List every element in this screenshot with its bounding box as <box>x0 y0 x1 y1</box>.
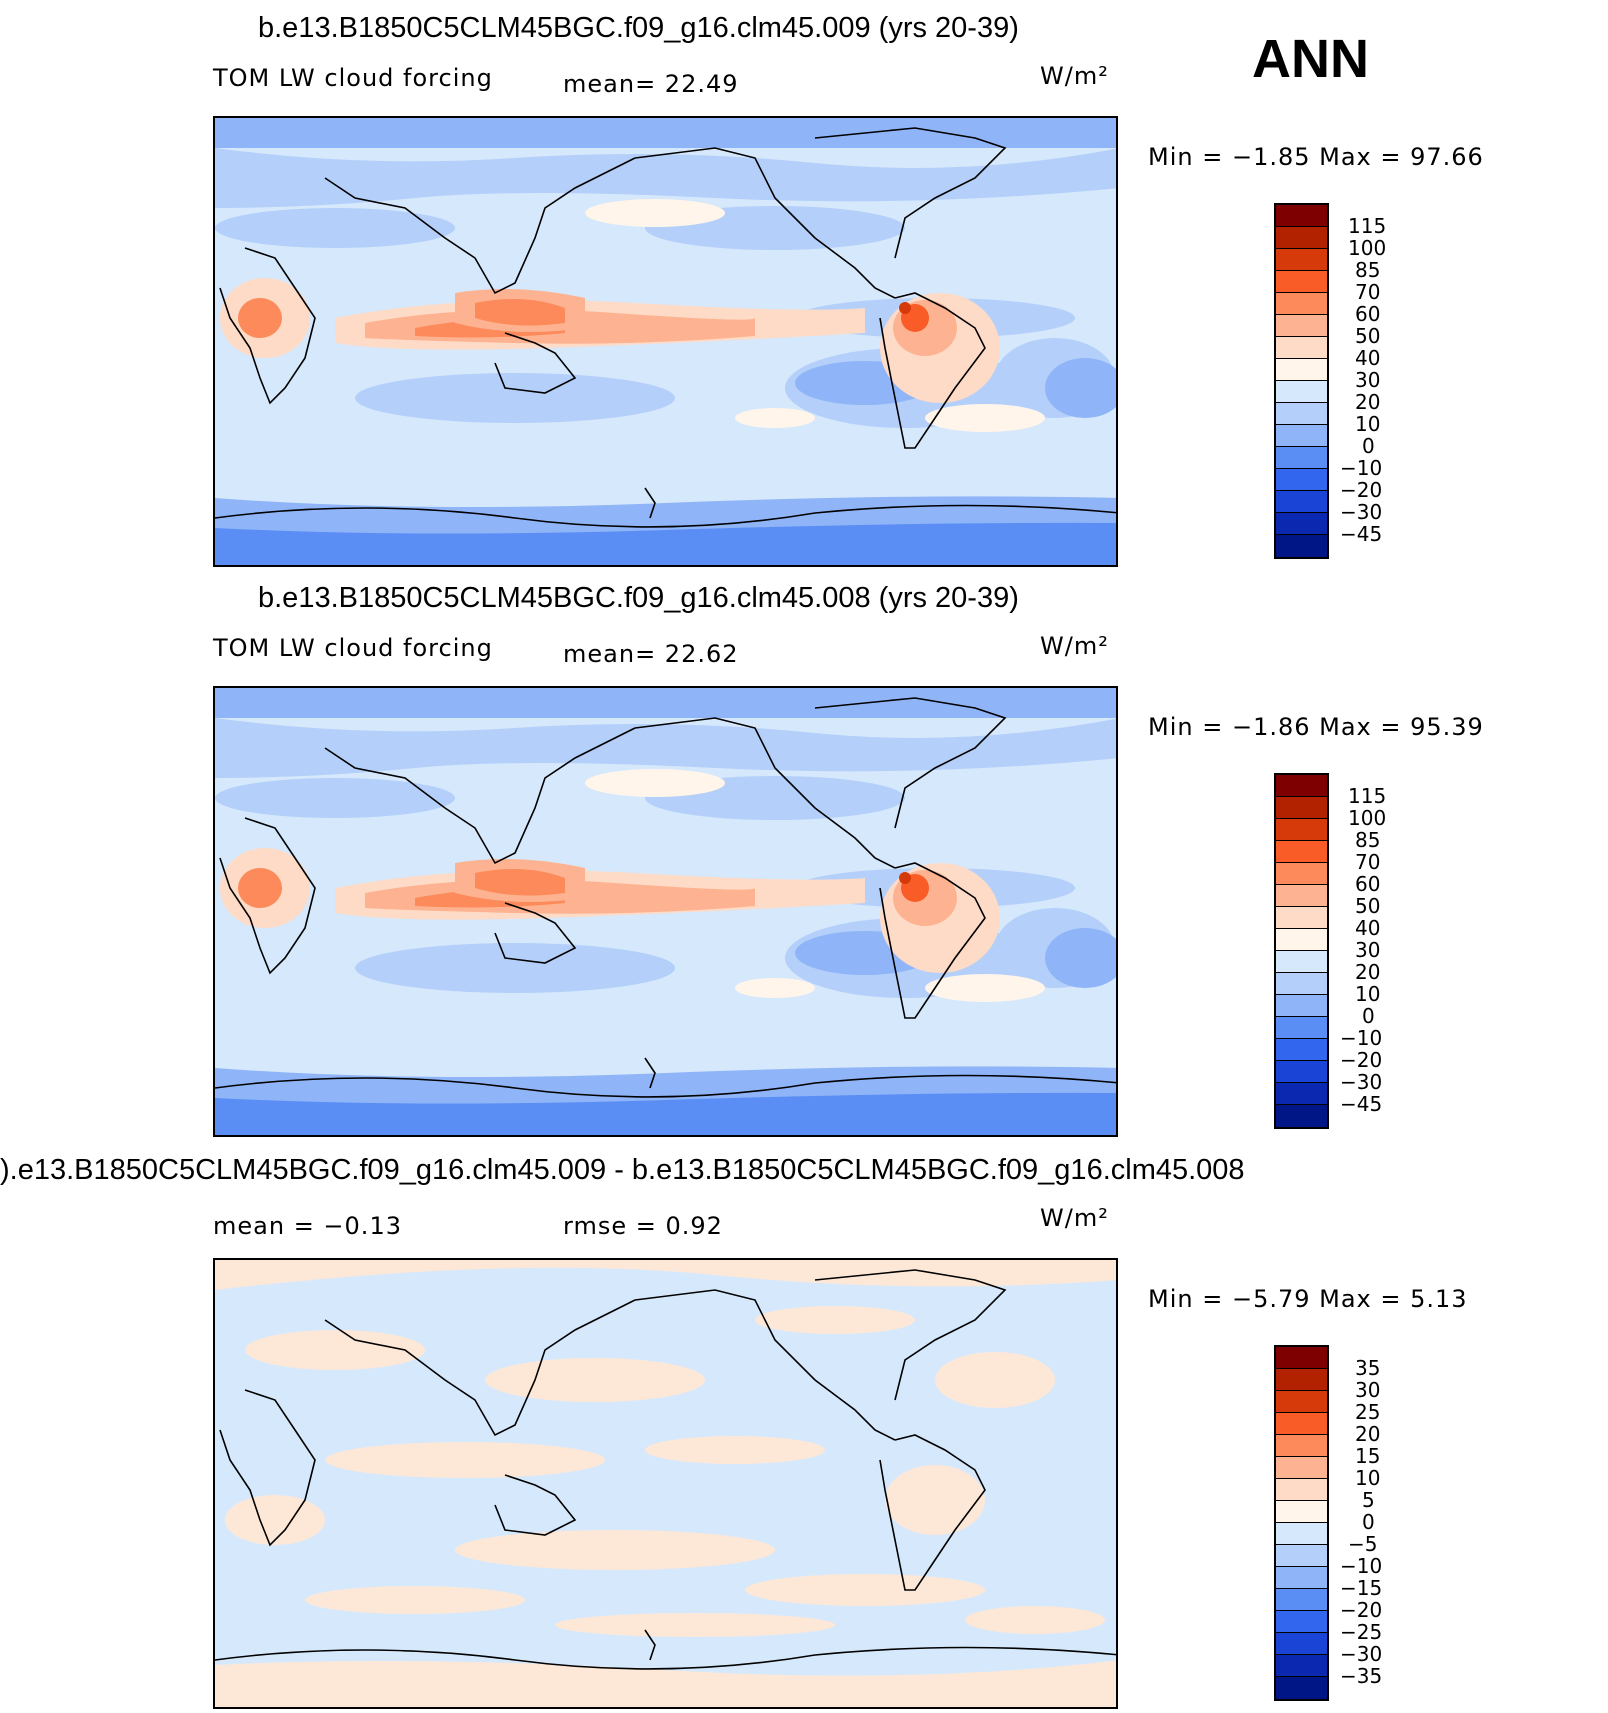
cbar-tick: 30 <box>1355 368 1381 392</box>
cbar-tick: −20 <box>1340 478 1383 502</box>
season-label: ANN <box>1252 29 1369 89</box>
cbar-tick: 50 <box>1355 894 1381 918</box>
panel3-title: ).e13.B1850C5CLM45BGC.f09_g16.clm45.009 … <box>0 1154 1245 1186</box>
panel1-minmax: Min = −1.85 Max = 97.66 <box>1148 143 1484 171</box>
panel1-mean: mean= 22.49 <box>563 70 739 98</box>
cbar-tick: −30 <box>1340 1642 1383 1666</box>
cbar-tick: −10 <box>1340 1026 1383 1050</box>
panel3-rmse: rmse = 0.92 <box>563 1212 723 1240</box>
panel2-units: W/m² <box>1040 632 1109 660</box>
cbar-tick: 115 <box>1348 784 1387 808</box>
cbar-tick: −5 <box>1348 1532 1378 1556</box>
cbar-tick: −30 <box>1340 500 1383 524</box>
cbar-tick: 20 <box>1355 960 1381 984</box>
panel1-units: W/m² <box>1040 62 1109 90</box>
cbar-tick: 60 <box>1355 302 1381 326</box>
panel2-colorbar <box>1274 773 1329 1129</box>
cbar-tick: 30 <box>1355 1378 1381 1402</box>
cbar-tick: 35 <box>1355 1356 1381 1380</box>
cbar-tick: 0 <box>1362 1510 1375 1534</box>
cbar-tick: 115 <box>1348 214 1387 238</box>
panel3-colorbar <box>1274 1345 1329 1701</box>
cbar-tick: 20 <box>1355 390 1381 414</box>
cbar-tick: 10 <box>1355 982 1381 1006</box>
panel3-minmax: Min = −5.79 Max = 5.13 <box>1148 1285 1468 1313</box>
panel1-variable: TOM LW cloud forcing <box>213 64 493 92</box>
cbar-tick: 70 <box>1355 850 1381 874</box>
cbar-tick: 10 <box>1355 412 1381 436</box>
panel2-variable: TOM LW cloud forcing <box>213 634 493 662</box>
cbar-tick: 40 <box>1355 916 1381 940</box>
cbar-tick: −25 <box>1340 1620 1383 1644</box>
cbar-tick: 10 <box>1355 1466 1381 1490</box>
panel3-mean: mean = −0.13 <box>213 1212 402 1240</box>
panel1-title: b.e13.B1850C5CLM45BGC.f09_g16.clm45.009 … <box>258 12 1019 44</box>
panel3-units: W/m² <box>1040 1204 1109 1232</box>
cbar-tick: 5 <box>1362 1488 1375 1512</box>
panel2-map <box>213 686 1118 1137</box>
panel1-colorbar <box>1274 203 1329 559</box>
cbar-tick: 0 <box>1362 434 1375 458</box>
cbar-tick: 0 <box>1362 1004 1375 1028</box>
cbar-tick: −45 <box>1340 522 1383 546</box>
cbar-tick: −20 <box>1340 1598 1383 1622</box>
panel1-map <box>213 116 1118 567</box>
cbar-tick: −30 <box>1340 1070 1383 1094</box>
cbar-tick: 85 <box>1355 828 1381 852</box>
cbar-tick: 15 <box>1355 1444 1381 1468</box>
panel3-map <box>213 1258 1118 1709</box>
cbar-tick: −35 <box>1340 1664 1383 1688</box>
panel2-minmax: Min = −1.86 Max = 95.39 <box>1148 713 1484 741</box>
cbar-tick: 60 <box>1355 872 1381 896</box>
cbar-tick: 100 <box>1348 236 1387 260</box>
panel2-title: b.e13.B1850C5CLM45BGC.f09_g16.clm45.008 … <box>258 582 1019 614</box>
cbar-tick: −45 <box>1340 1092 1383 1116</box>
cbar-tick: 85 <box>1355 258 1381 282</box>
cbar-tick: −10 <box>1340 456 1383 480</box>
panel2-mean: mean= 22.62 <box>563 640 739 668</box>
cbar-tick: −10 <box>1340 1554 1383 1578</box>
cbar-tick: 100 <box>1348 806 1387 830</box>
cbar-tick: 40 <box>1355 346 1381 370</box>
cbar-tick: 70 <box>1355 280 1381 304</box>
cbar-tick: 50 <box>1355 324 1381 348</box>
cbar-tick: 30 <box>1355 938 1381 962</box>
cbar-tick: 20 <box>1355 1422 1381 1446</box>
cbar-tick: −20 <box>1340 1048 1383 1072</box>
cbar-tick: 25 <box>1355 1400 1381 1424</box>
cbar-tick: −15 <box>1340 1576 1383 1600</box>
